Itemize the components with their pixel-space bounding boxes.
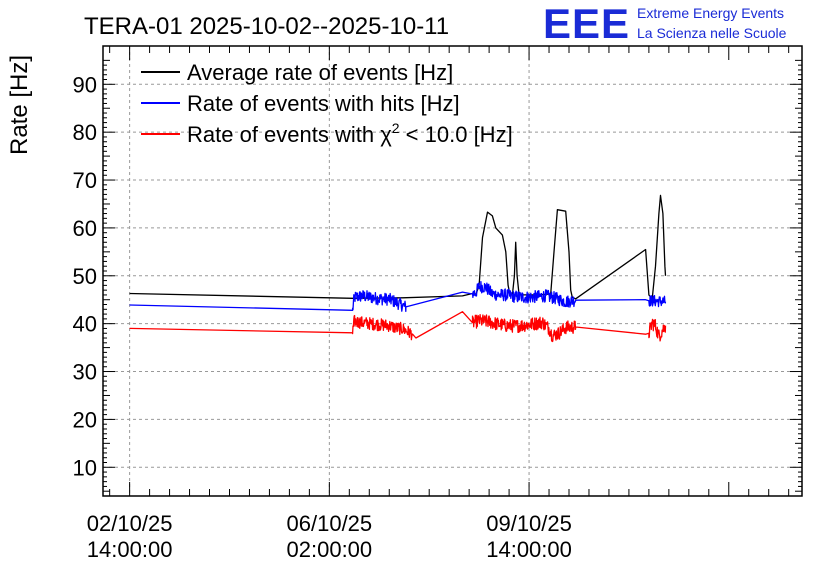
series-line xyxy=(129,194,667,300)
x-tick-label-time: 02:00:00 xyxy=(287,537,373,562)
y-tick-label: 60 xyxy=(73,216,97,241)
legend-label-chi2: Rate of events with χ2 < 10.0 [Hz] xyxy=(187,120,513,147)
y-tick-label: 30 xyxy=(73,360,97,385)
chart-title: TERA-01 2025-10-02--2025-10-11 xyxy=(84,13,449,40)
y-tick-label: 20 xyxy=(73,407,97,432)
series-lines xyxy=(129,194,667,343)
x-tick-label-time: 14:00:00 xyxy=(87,537,173,562)
y-tick-label: 80 xyxy=(73,120,97,145)
logo-mark: EEE xyxy=(543,0,630,47)
legend-label-hits: Rate of events with hits [Hz] xyxy=(187,91,460,116)
plot-frame: 10203040506070809002/10/2514:00:0006/10/… xyxy=(73,45,803,562)
series-line xyxy=(129,311,667,343)
legend-label-average: Average rate of events [Hz] xyxy=(187,60,453,85)
y-tick-label: 50 xyxy=(73,264,97,289)
eee-logo: EEE Extreme Energy Events La Scienza nel… xyxy=(543,0,787,47)
y-tick-label: 40 xyxy=(73,312,97,337)
y-axis-label: Rate [Hz] xyxy=(6,55,33,155)
x-tick-label-date: 02/10/25 xyxy=(87,511,173,536)
y-tick-label: 10 xyxy=(73,455,97,480)
grid-lines xyxy=(103,46,802,496)
logo-line-2: La Scienza nelle Scuole xyxy=(637,25,787,41)
legend: Average rate of events [Hz] Rate of event… xyxy=(141,60,513,147)
x-tick-label-date: 06/10/25 xyxy=(287,511,373,536)
y-tick-label: 70 xyxy=(73,168,97,193)
series-line xyxy=(129,281,667,313)
x-tick-label-date: 09/10/25 xyxy=(486,511,572,536)
y-tick-label: 90 xyxy=(73,72,97,97)
x-tick-label-time: 14:00:00 xyxy=(486,537,572,562)
logo-line-1: Extreme Energy Events xyxy=(637,5,784,21)
